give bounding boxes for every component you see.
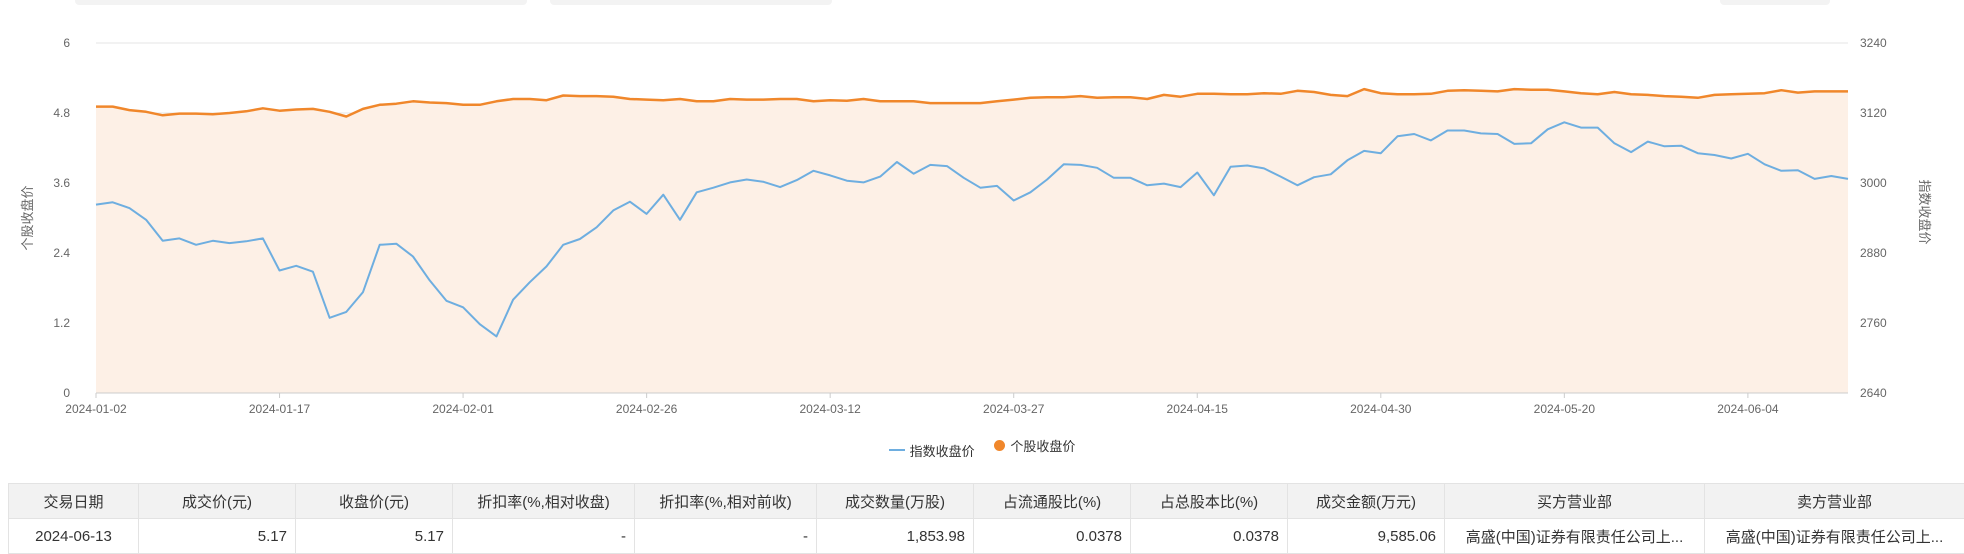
cell-close-price: 5.17: [296, 519, 453, 554]
cell-discount-prev: -: [635, 519, 817, 554]
y-left-tick-label: 0: [63, 386, 70, 400]
cell-discount-close: -: [453, 519, 635, 554]
x-tick-label: 2024-01-02: [65, 402, 127, 416]
chart-legend: 指数收盘价 个股收盘价: [0, 436, 1964, 460]
y-left-tick-label: 2.4: [53, 246, 70, 260]
header-discount-close[interactable]: 折扣率(%,相对收盘): [453, 484, 635, 519]
block-trade-table: 交易日期 成交价(元) 收盘价(元) 折扣率(%,相对收盘) 折扣率(%,相对前…: [8, 483, 1964, 554]
x-tick-label: 2024-02-26: [616, 402, 678, 416]
table-row[interactable]: 2024-06-13 5.17 5.17 - - 1,853.98 0.0378…: [9, 519, 1964, 554]
x-tick-label: 2024-03-12: [799, 402, 861, 416]
stock-area-fill: [96, 89, 1848, 393]
cell-seller[interactable]: 高盛(中国)证券有限责任公司上...: [1705, 519, 1964, 554]
y-right-tick-label: 3000: [1860, 176, 1887, 190]
x-tick-label: 2024-04-15: [1167, 402, 1229, 416]
legend-item-index[interactable]: 指数收盘价: [889, 441, 975, 460]
y-right-tick-label: 2760: [1860, 316, 1887, 330]
legend-dot-marker: [994, 440, 1005, 451]
x-tick-label: 2024-02-01: [432, 402, 494, 416]
header-buyer[interactable]: 买方营业部: [1445, 484, 1705, 519]
header-seller[interactable]: 卖方营业部: [1705, 484, 1964, 519]
header-volume[interactable]: 成交数量(万股): [817, 484, 974, 519]
cell-volume: 1,853.98: [817, 519, 974, 554]
cell-total-ratio: 0.0378: [1131, 519, 1288, 554]
x-tick-label: 2024-05-20: [1534, 402, 1596, 416]
table-header-row: 交易日期 成交价(元) 收盘价(元) 折扣率(%,相对收盘) 折扣率(%,相对前…: [9, 484, 1964, 519]
legend-label-index: 指数收盘价: [910, 441, 975, 460]
legend-line-marker: [889, 449, 905, 451]
y-right-tick-label: 2640: [1860, 386, 1887, 400]
right-axis-title: 指数收盘价: [1917, 179, 1932, 244]
y-right-tick-label: 2880: [1860, 246, 1887, 260]
cell-float-ratio: 0.0378: [974, 519, 1131, 554]
header-trade-date[interactable]: 交易日期: [9, 484, 139, 519]
legend-label-stock: 个股收盘价: [1010, 436, 1075, 455]
header-float-ratio[interactable]: 占流通股比(%): [974, 484, 1131, 519]
legend-item-stock[interactable]: 个股收盘价: [994, 436, 1075, 455]
axes: [96, 393, 1848, 398]
x-tick-label: 2024-03-27: [983, 402, 1045, 416]
left-axis-title: 个股收盘价: [20, 185, 35, 250]
y-left-tick-label: 6: [63, 36, 70, 50]
y-left-tick-label: 1.2: [53, 316, 70, 330]
cell-amount: 9,585.06: [1288, 519, 1445, 554]
cell-buyer[interactable]: 高盛(中国)证券有限责任公司上...: [1445, 519, 1705, 554]
y-right-tick-label: 3240: [1860, 36, 1887, 50]
cell-trade-price: 5.17: [139, 519, 296, 554]
header-total-ratio[interactable]: 占总股本比(%): [1131, 484, 1288, 519]
x-tick-label: 2024-04-30: [1350, 402, 1412, 416]
header-trade-price[interactable]: 成交价(元): [139, 484, 296, 519]
x-tick-label: 2024-01-17: [249, 402, 311, 416]
header-close-price[interactable]: 收盘价(元): [296, 484, 453, 519]
x-tick-label: 2024-06-04: [1717, 402, 1779, 416]
header-amount[interactable]: 成交金额(万元): [1288, 484, 1445, 519]
y-right-tick-label: 3120: [1860, 106, 1887, 120]
y-left-tick-label: 4.8: [53, 106, 70, 120]
header-discount-prev[interactable]: 折扣率(%,相对前收): [635, 484, 817, 519]
price-chart: 0 2640 1.2 2760 2.4 2880 3.6 3000 4.8 3120 6 3240 20…: [0, 0, 1964, 430]
cell-trade-date: 2024-06-13: [9, 519, 139, 554]
y-left-tick-label: 3.6: [53, 176, 70, 190]
